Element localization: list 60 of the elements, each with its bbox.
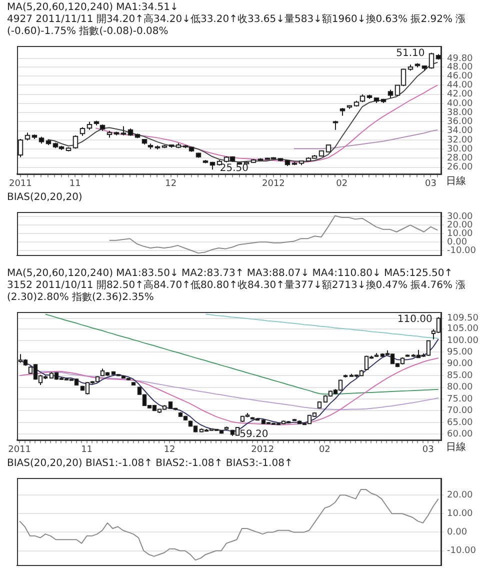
chart-title: MA(5,20,60,120,240) MA1:83.50↓ MA2:83.73↑ MA3:88.07↓ MA4:110.80↓ MA5:125.50↑ — [7, 268, 454, 280]
x-tick-label: 12 — [164, 444, 176, 455]
y-tick-label: 26.00 — [447, 162, 474, 173]
y-tick-label: 36.00 — [447, 117, 474, 128]
y-tick-label: 70.00 — [447, 406, 474, 416]
y-tick-label: 38.00 — [447, 108, 474, 118]
y-tick-label: 46.00 — [447, 71, 474, 82]
y-tick-label: 0.00 — [447, 237, 468, 248]
y-tick-label: 30.00 — [447, 212, 474, 222]
candlestick — [18, 138, 24, 158]
y-tick-label: 34.00 — [447, 126, 474, 136]
y-tick-label: 80.00 — [447, 382, 474, 393]
y-tick-label: 42.00 — [447, 90, 474, 100]
annotation: 59.20 — [240, 428, 268, 440]
x-tick-label: 2012 — [251, 444, 274, 455]
candlestick — [120, 126, 126, 136]
y-tick-label: 85.00 — [447, 370, 474, 381]
y-tick-label: -10.00 — [447, 546, 476, 556]
y-tick-label: 10.00 — [447, 508, 474, 519]
y-tick-label: 49.80 — [447, 54, 474, 64]
y-tick-label: 44.00 — [447, 80, 474, 91]
y-tick-label: 10.00 — [447, 228, 474, 239]
text: 日線 — [446, 176, 466, 187]
annotation: 51.10 — [396, 48, 425, 59]
y-tick-label: 105.00 — [447, 324, 479, 334]
y-tick-label: 0.00 — [447, 528, 468, 538]
y-tick-label: 30.00 — [447, 144, 474, 154]
x-tick-label: 02 — [318, 444, 330, 455]
text: 日線 — [446, 442, 466, 453]
chart-subtitle: 3152 2011/10/11 開82.50↑高84.70↑低80.80↑收84.30↑量377↓額2713↓換0.47% 振4.76% 漲(2.30)2.80% 指數(2.36)2.35% — [7, 280, 467, 304]
y-tick-label: 60.00 — [447, 429, 474, 440]
annotation: 110.00 — [397, 314, 432, 325]
y-tick-label: 65.00 — [447, 418, 474, 428]
y-tick-label: 109.50 — [447, 314, 479, 324]
y-tick-label: 75.00 — [447, 394, 474, 404]
y-tick-label: 95.00 — [447, 348, 474, 358]
y-tick-label: 40.00 — [447, 98, 474, 109]
chart-title: BIAS(20,20,20) — [7, 192, 84, 204]
x-tick-label: 12 — [165, 178, 177, 189]
x-tick-label: 2012 — [262, 178, 285, 189]
x-tick-label: 03 — [422, 444, 434, 455]
y-tick-label: 90.00 — [447, 359, 474, 370]
x-tick-label: 03 — [425, 178, 436, 189]
chart-subtitle: 4927 2011/11/11 開34.20↑高34.20↓低33.20↑收33.65↓量583↓額1960↓換0.63% 振2.92% 漲(-0.60)-1.75% 指數(-0.08)-0.08% — [7, 14, 467, 38]
y-tick-label: 32.00 — [447, 135, 474, 146]
y-tick-label: 20.00 — [447, 490, 474, 500]
y-tick-label: -10.00 — [447, 246, 476, 256]
x-tick-label: 2011 — [8, 178, 32, 189]
x-tick-label: 2011 — [8, 444, 32, 455]
x-tick-label: 11 — [81, 444, 93, 455]
y-tick-label: 28.00 — [447, 154, 474, 164]
y-tick-label: 48.00 — [447, 62, 474, 72]
x-tick-label: 02 — [336, 178, 348, 189]
y-tick-label: 20.00 — [447, 220, 474, 230]
chart-title: MA(5,20,60,120,240) MA1:34.51↓ — [7, 2, 180, 14]
candlestick — [72, 134, 78, 150]
chart-title: BIAS(20,20,20) BIAS1:-1.08↑ BIAS2:-1.08↑ BIAS3:-1.08↑ — [7, 458, 294, 470]
candlestick — [428, 52, 434, 70]
x-tick-label: 11 — [69, 178, 81, 189]
y-tick-label: 100.00 — [447, 336, 479, 346]
